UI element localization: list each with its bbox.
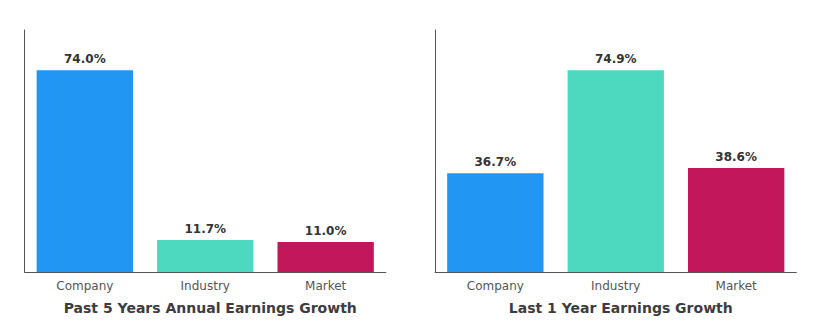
svg-text:Past 5 Years Annual Earnings G: Past 5 Years Annual Earnings Growth	[64, 300, 357, 316]
svg-text:Last 1 Year Earnings Growth: Last 1 Year Earnings Growth	[509, 300, 733, 316]
svg-text:Industry: Industry	[591, 279, 640, 293]
svg-text:Industry: Industry	[181, 279, 230, 293]
svg-text:74.0%: 74.0%	[64, 52, 106, 66]
svg-text:Market: Market	[716, 279, 758, 293]
svg-text:11.7%: 11.7%	[184, 222, 226, 236]
svg-text:Company: Company	[467, 279, 524, 293]
svg-text:Market: Market	[305, 279, 347, 293]
svg-text:74.9%: 74.9%	[595, 52, 637, 66]
svg-text:38.6%: 38.6%	[715, 150, 757, 164]
svg-text:Company: Company	[56, 279, 113, 293]
svg-text:36.7%: 36.7%	[475, 155, 517, 169]
svg-text:11.0%: 11.0%	[305, 224, 347, 238]
